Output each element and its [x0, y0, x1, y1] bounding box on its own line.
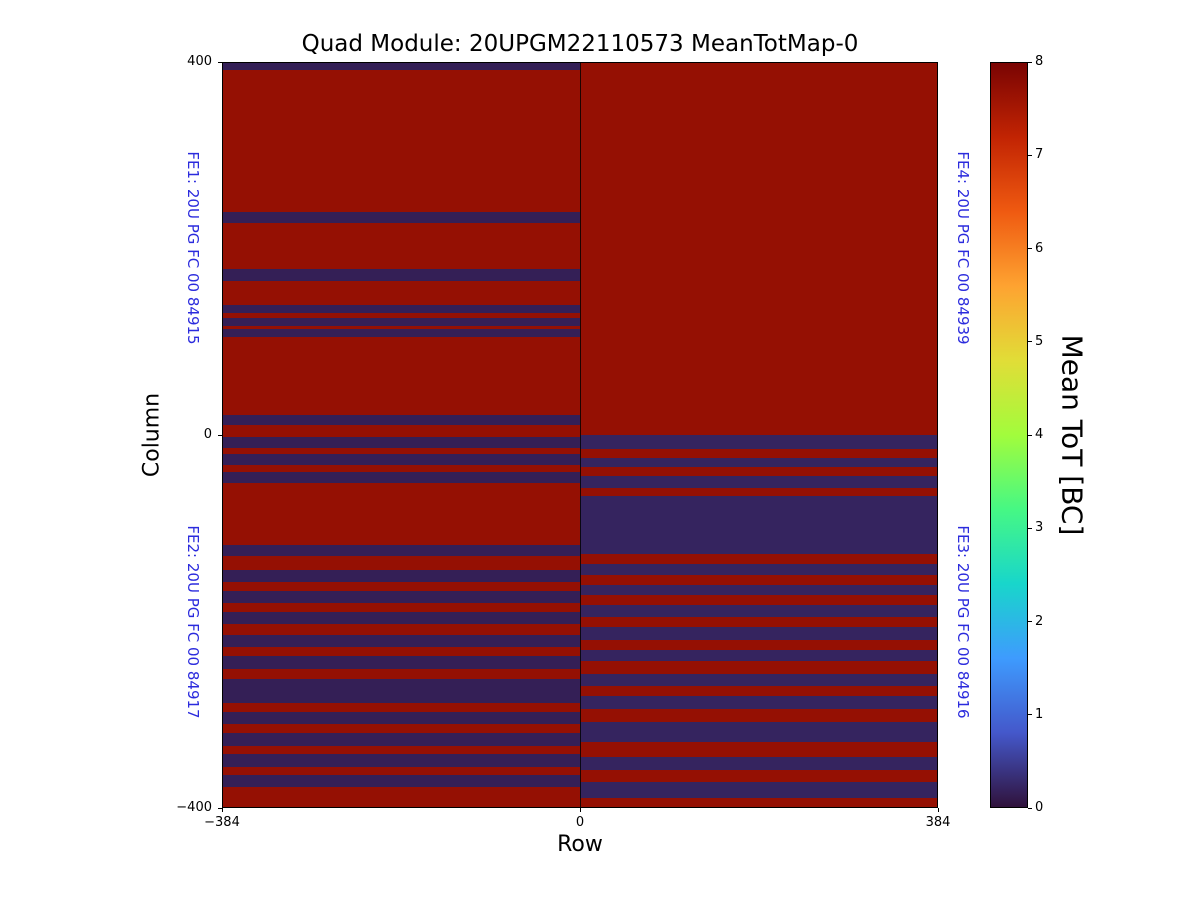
heatmap-stripe [580, 488, 937, 497]
heatmap-stripe [223, 304, 580, 314]
heatmap-stripe [223, 732, 580, 746]
colorbar-tick-label: 1 [1035, 706, 1044, 722]
heatmap-stripe [580, 660, 937, 674]
fe1-annotation: FE1: 20U PG FC 00 84915 [184, 151, 202, 345]
heatmap-stripe [223, 591, 580, 604]
heatmap-stripe [580, 769, 937, 782]
heatmap-stripe [580, 594, 937, 606]
module-center-divider [580, 63, 581, 807]
colorbar-label: Mean ToT [BC] [1055, 334, 1089, 536]
heatmap-stripe [223, 775, 580, 788]
heatmap-plot [222, 62, 938, 808]
heatmap-stripe [580, 741, 937, 757]
colorbar-tick-label: 5 [1035, 333, 1044, 349]
heatmap-stripe [580, 574, 937, 585]
fe2-annotation: FE2: 20U PG FC 00 84917 [184, 525, 202, 719]
x-tick-label: 384 [925, 815, 951, 830]
x-axis-label: Row [557, 832, 603, 857]
y-tick-label: −400 [176, 800, 212, 815]
colorbar-tick-label: 2 [1035, 613, 1044, 629]
colorbar-gradient [991, 63, 1027, 807]
heatmap-stripe [223, 678, 580, 703]
colorbar-tick-mark [1028, 527, 1032, 529]
colorbar-tick-label: 6 [1035, 240, 1044, 256]
colorbar-tick-mark [1028, 621, 1032, 622]
y-tick-label: 400 [187, 54, 212, 69]
x-tick-label: −384 [204, 815, 240, 830]
colorbar-tick-mark [1028, 248, 1032, 249]
y-tick-mark [218, 61, 222, 63]
heatmap-stripe [223, 569, 580, 582]
y-tick-label: 0 [203, 427, 212, 442]
heatmap-stripe [223, 436, 580, 449]
x-tick-mark [937, 808, 939, 812]
y-tick-mark [218, 434, 222, 436]
x-tick-mark [579, 808, 581, 812]
heatmap-stripe [223, 656, 580, 670]
chart-title: Quad Module: 20UPGM22110573 MeanTotMap-0 [301, 31, 859, 57]
heatmap-stripe [580, 709, 937, 723]
heatmap-stripe [580, 466, 937, 476]
fe3-annotation: FE3: 20U PG FC 00 84916 [954, 525, 972, 719]
colorbar-tick-label: 8 [1035, 54, 1044, 69]
heatmap-stripe [580, 797, 937, 807]
heatmap-stripe [223, 753, 580, 767]
colorbar [990, 62, 1028, 808]
heatmap-stripe [223, 328, 580, 338]
heatmap-stripe [223, 472, 580, 484]
y-tick-mark [218, 807, 222, 809]
heatmap-stripe [580, 617, 937, 628]
colorbar-tick-mark [1028, 154, 1032, 156]
heatmap-stripe [580, 554, 937, 565]
heatmap-stripe [223, 63, 580, 71]
heatmap-stripe [223, 712, 580, 725]
quadrant-fe4 [580, 63, 937, 435]
heatmap-stripe [223, 317, 580, 327]
colorbar-tick-mark [1028, 807, 1032, 809]
colorbar-tick-label: 3 [1035, 520, 1044, 536]
heatmap-stripe [223, 634, 580, 648]
colorbar-tick-label: 0 [1035, 800, 1044, 815]
quadrant-fe3 [580, 435, 937, 807]
colorbar-tick-label: 4 [1035, 427, 1044, 442]
colorbar-tick-mark [1028, 714, 1032, 716]
heatmap-stripe [223, 544, 580, 556]
heatmap-stripe [223, 453, 580, 465]
heatmap-stripe [580, 686, 937, 697]
heatmap-stripe [580, 639, 937, 650]
colorbar-tick-mark [1028, 434, 1032, 436]
quadrant-fe1 [223, 63, 580, 435]
heatmap-stripe [223, 611, 580, 624]
heatmap-stripe [223, 415, 580, 425]
fe4-annotation: FE4: 20U PG FC 00 84939 [954, 151, 972, 345]
x-tick-mark [221, 808, 223, 812]
colorbar-tick-mark [1028, 61, 1032, 63]
heatmap-stripe [580, 448, 937, 459]
quadrant-fe2 [223, 435, 580, 807]
heatmap-stripe [223, 211, 580, 223]
heatmap-stripe [223, 269, 580, 281]
colorbar-tick-label: 7 [1035, 147, 1044, 163]
colorbar-tick-mark [1028, 341, 1032, 343]
x-tick-label: 0 [575, 815, 585, 830]
